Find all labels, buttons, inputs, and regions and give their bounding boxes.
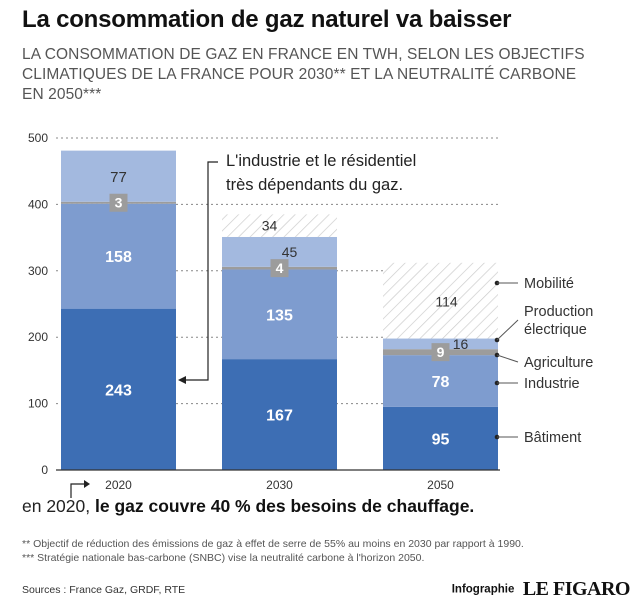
bar-segment-batiment-2050: [383, 406, 498, 470]
data-label-agriculture-2050: 9: [437, 344, 445, 360]
footnote-2050: *** Stratégie nationale bas-carbone (SNB…: [22, 552, 425, 564]
legend-label-batiment: Bâtiment: [524, 430, 581, 446]
sources: Sources : France Gaz, GRDF, RTE: [22, 584, 186, 596]
data-label-industrie-2030: 135: [266, 307, 293, 324]
chart-title: La consommation de gaz naturel va baisse…: [22, 6, 512, 33]
y-tick-label: 200: [28, 330, 48, 344]
axes: 0 100 200 300 400 500 2020 2030 2050: [28, 131, 500, 492]
data-label-batiment-2050: 95: [432, 431, 450, 448]
x-tick-label-2030: 2030: [266, 478, 293, 492]
bar-segment-industrie-2030: [222, 269, 337, 360]
legend-label-agriculture: Agriculture: [524, 355, 593, 371]
badge-agriculture-2020: [109, 193, 128, 212]
heating-callout: en 2020, le gaz couvre 40 % des besoins …: [22, 496, 474, 517]
bar-segment-industrie-2020: [61, 203, 176, 309]
legend-connector-agriculture: [496, 354, 519, 363]
x-tick-label-2050: 2050: [427, 478, 454, 492]
bar-segment-mobilite-2030: [222, 214, 337, 237]
bar-segment-production_electrique-2020: [61, 150, 176, 202]
data-label-batiment-2020: 243: [105, 382, 132, 399]
credit: Infographie LE FIGARO: [451, 578, 631, 601]
bar-segment-industrie-2050: [383, 355, 498, 407]
y-tick-label: 300: [28, 264, 48, 278]
chart-subtitle: LA CONSOMMATION DE GAZ EN FRANCE EN TWH,…: [22, 46, 585, 103]
callout-arrowhead: [84, 480, 90, 488]
data-label-batiment-2030: 167: [266, 408, 293, 425]
legend-connector-production_electrique: [496, 319, 519, 341]
badge-agriculture-2030: [270, 259, 289, 278]
data-label-mobilite-2050: 114: [435, 294, 458, 310]
bar-segment-batiment-2020: [61, 308, 176, 470]
credit-label: Infographie: [451, 583, 515, 596]
data-label-production_electrique-2020: 77: [110, 169, 127, 186]
data-label-agriculture-2030: 4: [276, 260, 284, 276]
bar-segment-batiment-2030: [222, 359, 337, 470]
badge-agriculture-2050: [431, 343, 450, 362]
data-label-industrie-2020: 158: [105, 249, 132, 266]
callout-arrow: [70, 483, 86, 498]
legend-label-mobilite: Mobilité: [524, 276, 574, 292]
annotation-bracket: [182, 161, 218, 381]
annotation: L'industrie et le résidentiel très dépend…: [70, 152, 416, 498]
legend-label-production_electrique: Production: [524, 304, 593, 320]
footnote-2030: ** Objectif de réduction des émissions d…: [22, 538, 524, 550]
data-label-production_electrique-2050: 16: [453, 336, 469, 352]
bar-segment-mobilite-2050: [383, 262, 498, 339]
data-label-production_electrique-2030: 45: [282, 244, 298, 260]
data-label-agriculture-2020: 3: [115, 195, 123, 211]
legend: Mobilité Production électrique Agriculture I…: [494, 276, 593, 446]
data-label-industrie-2050: 78: [432, 374, 450, 391]
publisher-logo: LE FIGARO: [522, 578, 631, 600]
x-tick-label-2020: 2020: [105, 478, 132, 492]
y-tick-label: 500: [28, 131, 48, 145]
callout-bold: le gaz couvre 40 % des besoins de chauff…: [94, 496, 475, 516]
data-label-mobilite-2030: 34: [262, 217, 278, 233]
legend-label-production_electrique: électrique: [524, 322, 587, 338]
callout-prefix: en 2020,: [22, 496, 95, 516]
annotation-text: L'industrie et le résidentiel: [226, 152, 416, 170]
legend-label-industrie: Industrie: [524, 376, 580, 392]
annotation-text: très dépendants du gaz.: [226, 176, 403, 194]
y-tick-label: 400: [28, 197, 48, 211]
y-tick-label: 0: [41, 463, 48, 477]
y-tick-label: 100: [28, 397, 48, 411]
annotation-arrowhead: [178, 376, 186, 384]
